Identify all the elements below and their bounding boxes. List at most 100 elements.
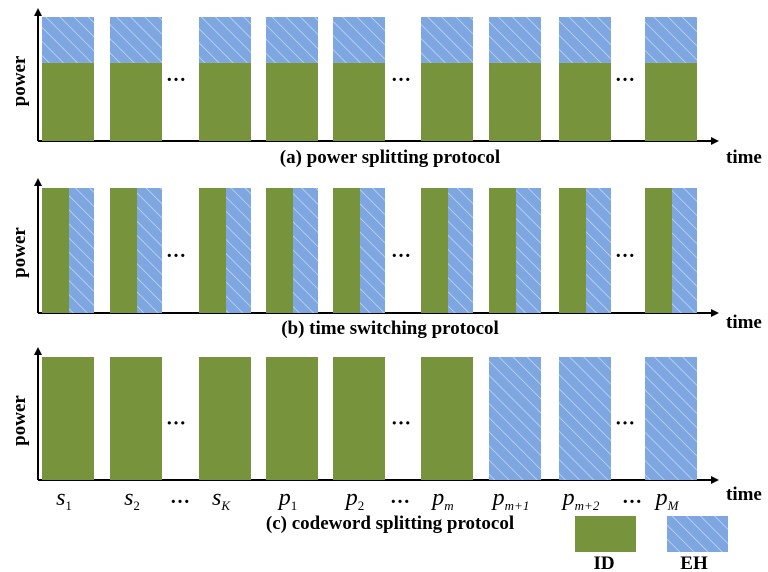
- eh-part: [645, 17, 697, 63]
- y-axis-arrow-a: [34, 8, 42, 16]
- id-block: [421, 357, 473, 480]
- symbol-main: p: [491, 485, 505, 511]
- ellipsis-b-2: …: [615, 240, 635, 262]
- block-a-0: [42, 17, 94, 141]
- x-axis-arrow-a: [711, 137, 719, 145]
- y-axis-label-c: power: [9, 395, 30, 446]
- symbol-9: pm+2: [561, 485, 600, 513]
- id-part: [645, 62, 697, 141]
- id-part: [42, 188, 69, 313]
- eh-part: [516, 188, 541, 313]
- symbol-subscript: m: [444, 498, 453, 513]
- symbol-main: p: [561, 485, 575, 511]
- symbol-main: s: [56, 485, 65, 511]
- symbol-main: s: [212, 485, 221, 511]
- x-axis-arrow-b: [711, 309, 719, 317]
- symbol-main: p: [654, 485, 668, 511]
- symbol-5: p2: [344, 485, 365, 513]
- ellipsis-b-1: …: [391, 240, 411, 262]
- symbol-main: p: [277, 485, 291, 511]
- id-block: [42, 357, 94, 480]
- id-part: [333, 188, 360, 313]
- legend-label-eh: EH: [680, 553, 708, 572]
- symbol-subscript: m+1: [505, 498, 530, 513]
- id-part: [559, 188, 586, 313]
- block-a-9: [559, 17, 611, 141]
- symbol-subscript: K: [220, 498, 231, 513]
- id-part: [199, 188, 226, 313]
- symbol-subscript: 1: [291, 498, 298, 513]
- symbol-7: pm: [430, 485, 453, 513]
- id-part: [199, 62, 251, 141]
- symbol-subscript: 1: [65, 498, 72, 513]
- symbol-8: pm+1: [491, 485, 530, 513]
- eh-part: [137, 188, 162, 313]
- block-b-11: [645, 188, 697, 313]
- y-axis-arrow-c: [34, 347, 42, 355]
- id-block: [199, 357, 251, 480]
- id-part: [421, 188, 448, 313]
- id-block: [110, 357, 162, 480]
- ellipsis-a-2: …: [615, 64, 635, 86]
- symbol-subscript: 2: [133, 498, 140, 513]
- eh-part: [559, 17, 611, 63]
- eh-part: [42, 17, 94, 63]
- block-a-4: [266, 17, 318, 141]
- block-c-1: [110, 357, 162, 480]
- id-part: [42, 62, 94, 141]
- eh-part: [448, 188, 473, 313]
- x-axis-arrow-c: [711, 476, 719, 484]
- block-a-1: [110, 17, 162, 141]
- symbol-4: p1: [277, 485, 298, 513]
- eh-part: [672, 188, 697, 313]
- legend-swatch-id: [575, 516, 636, 552]
- symbol-0: s1: [56, 485, 72, 513]
- block-b-5: [333, 188, 385, 313]
- block-a-11: [645, 17, 697, 141]
- eh-block: [489, 357, 541, 480]
- eh-part: [586, 188, 611, 313]
- block-c-9: [559, 357, 611, 480]
- id-part: [110, 62, 162, 141]
- block-c-3: [199, 357, 251, 480]
- block-b-7: [421, 188, 473, 313]
- block-b-0: [42, 188, 94, 313]
- id-part: [489, 62, 541, 141]
- id-part: [266, 188, 293, 313]
- y-axis-label-a: power: [9, 55, 30, 106]
- ellipsis-c-0: …: [166, 408, 186, 430]
- block-a-5: [333, 17, 385, 141]
- eh-block: [559, 357, 611, 480]
- symbol-main: p: [430, 485, 444, 511]
- id-part: [421, 62, 473, 141]
- block-b-3: [199, 188, 251, 313]
- symbol-3: sK: [212, 485, 231, 513]
- id-block: [333, 357, 385, 480]
- block-a-3: [199, 17, 251, 141]
- caption-a: (a) power splitting protocol: [280, 147, 500, 168]
- ellipsis-b-0: …: [166, 240, 186, 262]
- x-axis-label-c: time: [726, 484, 762, 505]
- ellipsis-a-1: …: [391, 64, 411, 86]
- eh-part: [110, 17, 162, 63]
- eh-part: [360, 188, 385, 313]
- symbol-ellipsis-0: …: [170, 486, 190, 508]
- block-a-8: [489, 17, 541, 141]
- block-c-7: [421, 357, 473, 480]
- symbol-ellipsis-2: …: [622, 486, 642, 508]
- block-c-5: [333, 357, 385, 480]
- ellipsis-c-1: …: [391, 408, 411, 430]
- y-axis-label-b: power: [9, 227, 30, 278]
- id-block: [266, 357, 318, 480]
- symbol-main: s: [124, 485, 133, 511]
- eh-part: [489, 17, 541, 63]
- block-c-0: [42, 357, 94, 480]
- id-part: [110, 188, 137, 313]
- block-b-4: [266, 188, 318, 313]
- ellipsis-a-0: …: [166, 64, 186, 86]
- eh-part: [421, 17, 473, 63]
- id-part: [333, 62, 385, 141]
- block-b-8: [489, 188, 541, 313]
- symbol-subscript: M: [667, 498, 680, 513]
